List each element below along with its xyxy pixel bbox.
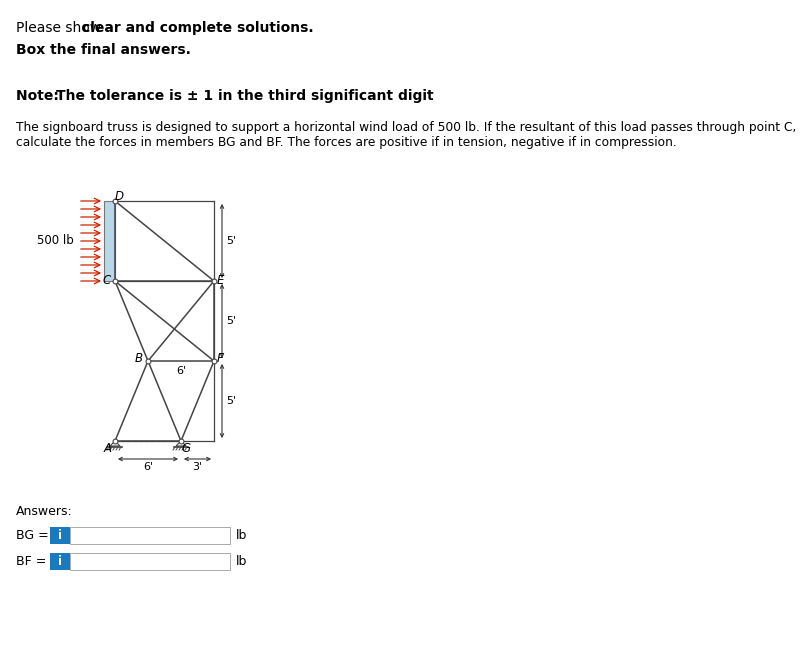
Text: BG =: BG = (16, 529, 49, 542)
Text: F: F (217, 353, 223, 366)
FancyBboxPatch shape (50, 553, 70, 570)
FancyBboxPatch shape (70, 527, 230, 544)
Text: Note:: Note: (16, 89, 64, 103)
Text: B: B (135, 353, 143, 366)
Text: i: i (58, 555, 62, 568)
Text: Please show: Please show (16, 21, 105, 35)
Text: clear and complete solutions.: clear and complete solutions. (82, 21, 313, 35)
FancyBboxPatch shape (70, 553, 230, 570)
Text: 5': 5' (225, 236, 236, 246)
Text: C: C (103, 274, 111, 287)
Text: E: E (216, 274, 223, 287)
Text: lb: lb (236, 529, 247, 542)
Text: lb: lb (236, 555, 247, 568)
Text: A: A (104, 441, 112, 454)
Polygon shape (109, 441, 120, 446)
Text: 5': 5' (225, 396, 236, 406)
Text: calculate the forces in members BG and BF. The forces are positive if in tension: calculate the forces in members BG and B… (16, 136, 676, 149)
Text: The tolerance is ± 1 in the third significant digit: The tolerance is ± 1 in the third signif… (56, 89, 433, 103)
Text: BF =: BF = (16, 555, 46, 568)
Text: 6': 6' (143, 462, 153, 472)
FancyBboxPatch shape (50, 527, 70, 544)
Text: G: G (181, 441, 191, 454)
Polygon shape (176, 441, 186, 446)
Text: Answers:: Answers: (16, 505, 73, 518)
Polygon shape (104, 201, 115, 281)
Text: 3': 3' (192, 462, 202, 472)
Text: 5': 5' (225, 316, 236, 326)
Text: The signboard truss is designed to support a horizontal wind load of 500 lb. If : The signboard truss is designed to suppo… (16, 121, 796, 134)
Text: Box the final answers.: Box the final answers. (16, 43, 191, 57)
Text: i: i (58, 529, 62, 542)
Text: 6': 6' (176, 366, 186, 376)
Text: D: D (114, 189, 123, 202)
Text: 500 lb: 500 lb (37, 234, 74, 247)
